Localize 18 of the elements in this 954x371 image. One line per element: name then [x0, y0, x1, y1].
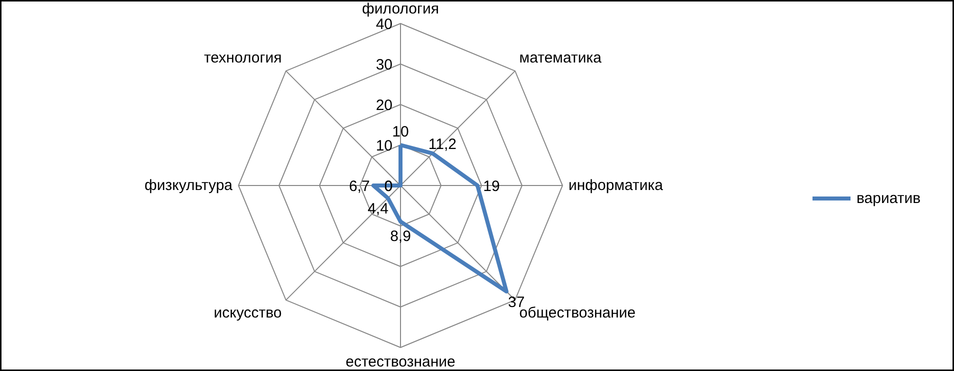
- legend-label: вариатив: [856, 190, 921, 207]
- spoke-label: информатика: [568, 177, 664, 194]
- y-tick-label: 40: [376, 16, 393, 33]
- data-label: 6,7: [348, 178, 370, 195]
- y-tick-label: 30: [376, 56, 393, 74]
- spoke-label: физкультура: [144, 177, 234, 194]
- spoke-label: технология: [204, 50, 282, 67]
- data-label: 8,9: [390, 228, 411, 246]
- data-label: 4,4: [368, 200, 388, 218]
- data-label: 19: [483, 178, 500, 195]
- y-tick-label: 20: [376, 97, 393, 114]
- y-tick-label: 10: [376, 138, 393, 154]
- spoke-label: естествознание: [346, 354, 456, 370]
- spoke-label: филология: [362, 0, 439, 18]
- data-label: 11,2: [428, 136, 457, 154]
- spoke-label: искусство: [214, 304, 282, 322]
- spoke-label: математика: [519, 50, 602, 67]
- data-label: 10: [392, 124, 409, 140]
